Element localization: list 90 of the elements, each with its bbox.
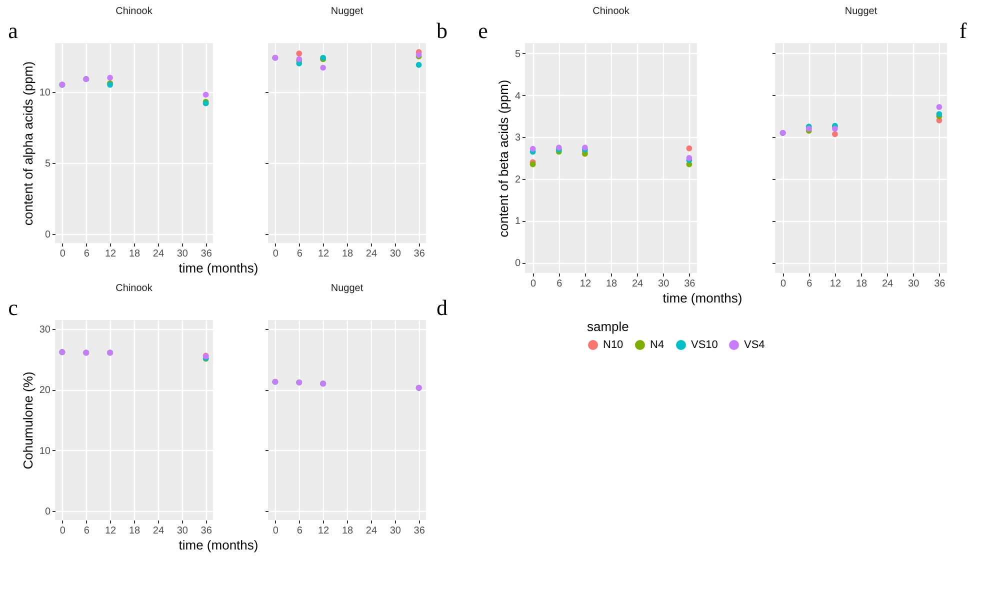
x-axis-title: time (months) (178, 538, 258, 552)
point (686, 145, 692, 152)
point (416, 62, 422, 68)
y-tick-label: 4 (514, 90, 521, 102)
point (296, 50, 302, 56)
chart-title: Nugget (844, 6, 878, 17)
x-tick-label: 36 (684, 278, 696, 290)
y-tick-label: 30 (39, 324, 51, 336)
x-tick-label: 30 (390, 248, 402, 260)
point (832, 131, 838, 138)
x-tick-label: 30 (658, 278, 670, 290)
x-tick-label: 24 (632, 278, 644, 290)
chart-title: Nugget (330, 283, 364, 294)
x-tick-label: 12 (580, 278, 592, 290)
x-tick-label: 18 (606, 278, 618, 290)
x-tick-label: 30 (176, 526, 188, 536)
x-tick-label: 36 (200, 248, 212, 260)
chart-title: Chinook (116, 6, 154, 17)
y-axis-title: Cohumulone (%) (20, 372, 36, 470)
point (582, 144, 588, 150)
x-tick-label: 12 (105, 248, 117, 260)
x-tick-label: 18 (128, 526, 140, 536)
x-tick-label: 36 (934, 278, 946, 290)
x-tick-label: 12 (105, 526, 117, 536)
x-tick-label: 36 (414, 526, 426, 536)
x-tick-label: 30 (390, 526, 402, 536)
x-tick-label: 6 (806, 278, 813, 290)
x-tick-label: 30 (908, 278, 920, 290)
chart-title: Chinook (116, 283, 154, 294)
point (556, 144, 562, 150)
y-tick-label: 2 (514, 174, 521, 186)
x-tick-label: 6 (84, 526, 90, 536)
x-tick-label: 6 (556, 278, 563, 290)
point (202, 92, 209, 98)
x-tick-label: 12 (318, 526, 330, 536)
text: f (959, 18, 968, 43)
y-tick-label: 3 (514, 132, 521, 144)
y-tick-label: 10 (39, 87, 51, 98)
x-tick-label: 6 (84, 248, 90, 260)
x-tick-label: 36 (414, 248, 426, 260)
x-tick-label: 24 (366, 526, 378, 536)
legend-label: N4 (650, 339, 664, 351)
text: b (436, 18, 448, 43)
y-tick-label: 0 (514, 258, 521, 270)
point (686, 155, 692, 161)
x-tick-label: 12 (830, 278, 842, 290)
y-tick-label: 20 (39, 385, 51, 396)
x-tick-label: 30 (176, 248, 188, 260)
y-tick-label: 0 (44, 229, 51, 240)
y-tick-label: 1 (514, 216, 521, 228)
x-axis-title: time (months) (178, 260, 258, 276)
text: d (436, 295, 448, 320)
x-tick-label: 24 (152, 248, 164, 260)
x-tick-label: 0 (60, 248, 66, 260)
x-tick-label: 24 (882, 278, 894, 290)
legend-label: N10 (603, 339, 624, 351)
x-tick-label: 24 (366, 248, 378, 260)
x-tick-label: 24 (152, 526, 164, 536)
x-tick-label: 18 (128, 248, 140, 260)
x-tick-label: 18 (856, 278, 868, 290)
x-axis-title: time (months) (662, 290, 742, 306)
x-tick-label: 0 (60, 526, 66, 536)
x-tick-label: 12 (318, 248, 330, 260)
y-tick-label: 10 (39, 446, 51, 457)
x-tick-label: 6 (296, 248, 303, 260)
chart-title: Nugget (330, 6, 364, 17)
point (936, 104, 942, 110)
legend-title: sample (587, 319, 629, 334)
x-tick-label: 0 (272, 248, 279, 260)
x-tick-label: 18 (342, 526, 354, 536)
point (107, 74, 114, 81)
legend-label: VS10 (691, 339, 718, 351)
text: c (8, 295, 18, 320)
y-tick-label: 5 (44, 158, 51, 170)
legend-label: VS4 (744, 339, 765, 351)
text: e (478, 18, 488, 43)
x-tick-label: 18 (342, 248, 354, 260)
x-tick-label: 36 (200, 526, 212, 536)
point (320, 64, 326, 71)
y-tick-label: 5 (514, 48, 521, 60)
x-tick-label: 6 (296, 526, 303, 536)
y-axis-title: content of alpha acids (ppm) (20, 61, 36, 226)
x-tick-label: 0 (530, 278, 537, 290)
text: a (8, 18, 18, 43)
y-tick-label: 0 (44, 506, 51, 518)
x-tick-label: 0 (272, 526, 279, 536)
point (530, 146, 536, 152)
chart-title: Chinook (592, 6, 630, 17)
x-tick-label: 0 (780, 278, 787, 290)
y-axis-title: content of beta acids (ppm) (496, 80, 511, 238)
